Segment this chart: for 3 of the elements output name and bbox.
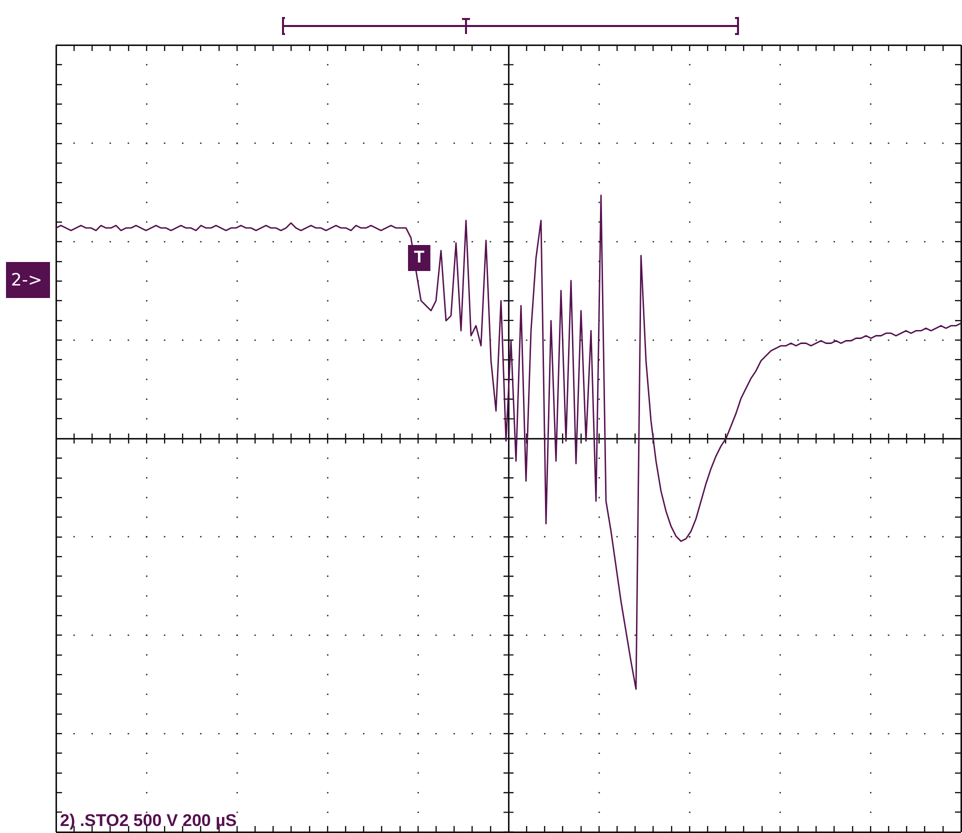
text: 2) .STO2 500 V 200 µS — [60, 811, 237, 830]
annotation: T — [414, 248, 425, 267]
text: 2-> — [11, 270, 42, 290]
